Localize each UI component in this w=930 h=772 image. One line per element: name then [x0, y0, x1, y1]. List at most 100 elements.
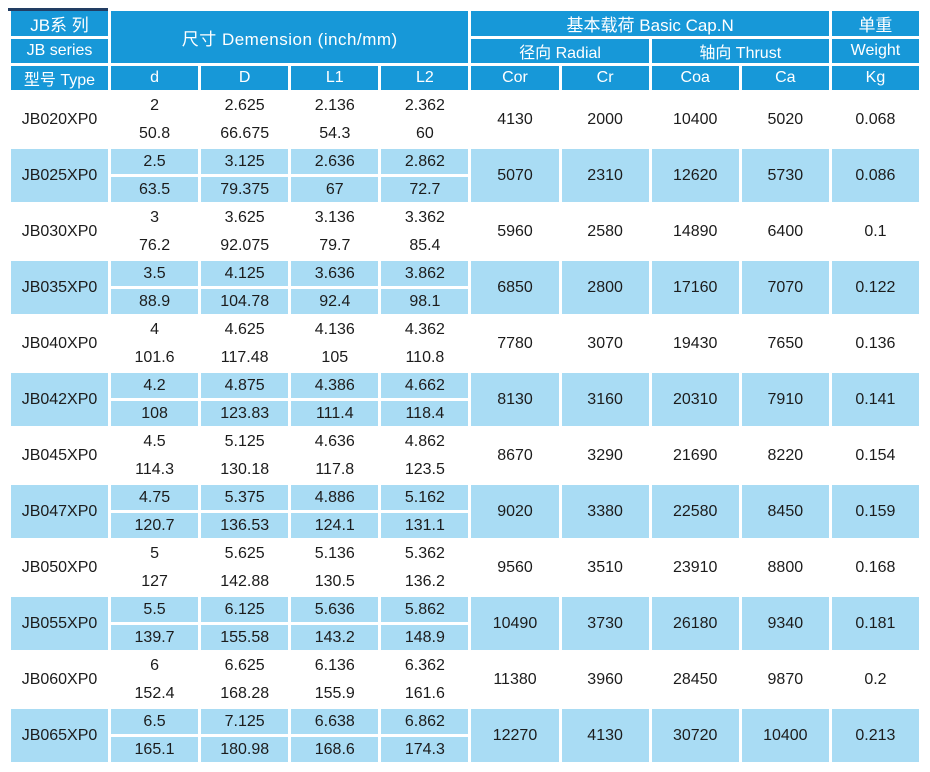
load-cell: 10400	[648, 90, 742, 149]
load-cell: 4130	[468, 90, 562, 149]
dim-mm-cell: 165.1	[107, 734, 202, 765]
dim-inch-cell: 4.125	[198, 258, 292, 289]
header-col-Coa: Coa	[648, 63, 742, 93]
model-cell: JB060XP0	[8, 650, 111, 709]
dim-mm-cell: 114.3	[107, 454, 202, 485]
model-cell: JB020XP0	[8, 90, 111, 149]
load-cell: 17160	[648, 258, 742, 317]
spec-table-body: JB020XP0 2 2.625 2.136 2.362 4130 2000 10400 502…	[8, 90, 923, 765]
load-cell: 3160	[558, 370, 652, 429]
model-cell: JB025XP0	[8, 146, 111, 205]
load-cell: 3290	[558, 426, 652, 485]
load-cell: 5730	[738, 146, 832, 205]
dim-inch-cell: 4.386	[288, 370, 382, 401]
load-cell: 6400	[738, 202, 832, 261]
load-cell: 3380	[558, 482, 652, 541]
table-header: JB系 列 尺寸 Demension (inch/mm) 基本载荷 Basic …	[8, 8, 923, 93]
dim-inch-cell: 5.625	[198, 538, 292, 569]
model-cell: JB042XP0	[8, 370, 111, 429]
dim-inch-cell: 3.362	[378, 202, 472, 233]
dim-inch-cell: 4.875	[198, 370, 292, 401]
dim-mm-cell: 88.9	[107, 286, 202, 317]
load-cell: 2580	[558, 202, 652, 261]
dim-inch-cell: 5.5	[107, 594, 202, 625]
dim-mm-cell: 117.8	[288, 454, 382, 485]
header-row-1: JB系 列 尺寸 Demension (inch/mm) 基本载荷 Basic …	[8, 8, 923, 66]
model-cell: JB035XP0	[8, 258, 111, 317]
spec-row-mm: 165.1 180.98 168.6 174.3	[10, 734, 921, 765]
dim-mm-cell: 123.83	[198, 398, 292, 429]
dim-inch-cell: 6.862	[378, 706, 472, 737]
dim-inch-cell: 4.136	[288, 314, 382, 345]
spec-row-mm: 108 123.83 111.4 118.4	[10, 398, 921, 429]
dim-mm-cell: 63.5	[107, 174, 202, 205]
dim-mm-cell: 60	[378, 118, 472, 149]
dim-mm-cell: 148.9	[378, 622, 472, 653]
load-cell: 7910	[738, 370, 832, 429]
header-col-D: D	[198, 63, 292, 93]
header-weight-cn: 单重	[828, 8, 923, 39]
weight-cell: 0.1	[828, 202, 923, 261]
dim-mm-cell: 108	[107, 398, 202, 429]
header-series-cn: JB系 列	[8, 8, 111, 39]
weight-cell: 0.181	[828, 594, 923, 653]
spec-row-inch: JB040XP0 4 4.625 4.136 4.362 7780 3070 19430 765…	[8, 314, 923, 373]
weight-cell: 0.154	[828, 426, 923, 485]
load-cell: 22580	[648, 482, 742, 541]
load-cell: 9340	[738, 594, 832, 653]
dim-mm-cell: 136.2	[378, 566, 472, 597]
load-cell: 3510	[558, 538, 652, 597]
dim-inch-cell: 6.5	[107, 706, 202, 737]
dim-mm-cell: 105	[288, 342, 382, 373]
dim-inch-cell: 3	[107, 202, 202, 233]
dim-inch-cell: 4.75	[107, 482, 202, 513]
dim-inch-cell: 5	[107, 538, 202, 569]
load-cell: 5960	[468, 202, 562, 261]
spec-row-mm: 127 142.88 130.5 136.2	[10, 566, 921, 597]
header-col-Cr: Cr	[558, 63, 652, 93]
header-row-2: JB series 径向 Radial 轴向 Thrust Weight	[8, 36, 923, 66]
load-cell: 3730	[558, 594, 652, 653]
dim-mm-cell: 117.48	[198, 342, 292, 373]
dim-mm-cell: 110.8	[378, 342, 472, 373]
dim-inch-cell: 5.862	[378, 594, 472, 625]
dim-mm-cell: 130.5	[288, 566, 382, 597]
load-cell: 5020	[738, 90, 832, 149]
header-basic-cap: 基本载荷 Basic Cap.N	[468, 8, 832, 39]
spec-row-inch: JB055XP0 5.5 6.125 5.636 5.862 10490 3730 26180…	[8, 594, 923, 653]
spec-row-inch: JB035XP0 3.5 4.125 3.636 3.862 6850 2800 17160 7…	[8, 258, 923, 317]
model-cell: JB065XP0	[8, 706, 111, 765]
dim-mm-cell: 152.4	[107, 678, 202, 709]
dim-mm-cell: 136.53	[198, 510, 292, 541]
dim-inch-cell: 3.125	[198, 146, 292, 177]
dim-mm-cell: 130.18	[198, 454, 292, 485]
dim-inch-cell: 2.862	[378, 146, 472, 177]
dim-inch-cell: 2.636	[288, 146, 382, 177]
dim-mm-cell: 120.7	[107, 510, 202, 541]
spec-row-inch: JB047XP0 4.75 5.375 4.886 5.162 9020 3380 22580…	[8, 482, 923, 541]
dim-mm-cell: 92.075	[198, 230, 292, 261]
header-col-Kg: Kg	[828, 63, 923, 93]
spec-row-mm: 139.7 155.58 143.2 148.9	[10, 622, 921, 653]
load-cell: 8800	[738, 538, 832, 597]
dim-inch-cell: 4.662	[378, 370, 472, 401]
dim-mm-cell: 54.3	[288, 118, 382, 149]
spec-row-inch: JB020XP0 2 2.625 2.136 2.362 4130 2000 10400 502…	[8, 90, 923, 149]
header-dimension: 尺寸 Demension (inch/mm)	[107, 8, 472, 66]
dim-inch-cell: 2.136	[288, 90, 382, 121]
dim-inch-cell: 5.375	[198, 482, 292, 513]
weight-cell: 0.136	[828, 314, 923, 373]
dim-inch-cell: 4.362	[378, 314, 472, 345]
spec-row-mm: 120.7 136.53 124.1 131.1	[10, 510, 921, 541]
dim-mm-cell: 85.4	[378, 230, 472, 261]
weight-cell: 0.159	[828, 482, 923, 541]
spec-row-inch: JB042XP0 4.2 4.875 4.386 4.662 8130 3160 20310 7…	[8, 370, 923, 429]
spec-row-mm: 114.3 130.18 117.8 123.5	[10, 454, 921, 485]
load-cell: 3070	[558, 314, 652, 373]
dim-mm-cell: 101.6	[107, 342, 202, 373]
dim-mm-cell: 143.2	[288, 622, 382, 653]
dim-inch-cell: 3.5	[107, 258, 202, 289]
model-cell: JB040XP0	[8, 314, 111, 373]
load-cell: 5070	[468, 146, 562, 205]
load-cell: 28450	[648, 650, 742, 709]
